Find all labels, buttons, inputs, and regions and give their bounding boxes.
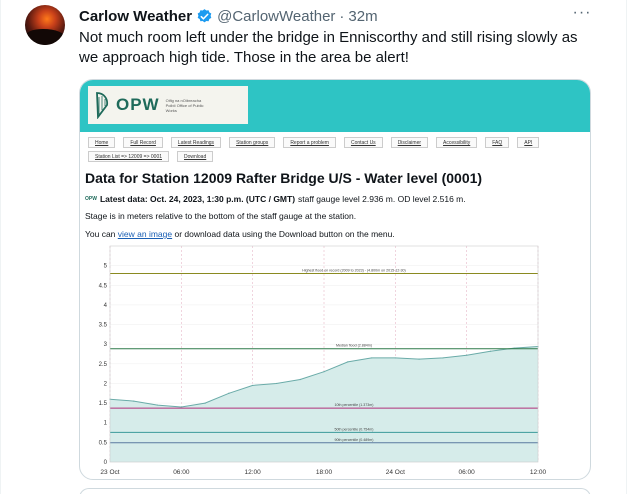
- y-tick-label: 4.5: [99, 283, 108, 289]
- water-level-point: [466, 354, 468, 356]
- latest-data-values: staff gauge level 2.936 m. OD level 2.51…: [298, 194, 466, 204]
- menu-report-problem[interactable]: Report a problem: [283, 137, 336, 148]
- plot-frame: [109, 245, 539, 463]
- x-tick-label: 06:00: [173, 469, 190, 476]
- menu-accessibility[interactable]: Accessibility: [436, 137, 478, 148]
- water-level-point: [228, 392, 230, 394]
- latest-data-label: Latest data: Oct. 24, 2023, 1:30 p.m. (U…: [99, 194, 296, 204]
- water-level-point: [347, 361, 349, 363]
- verified-badge-icon: [197, 8, 212, 22]
- water-level-point: [204, 402, 206, 404]
- water-level-point: [442, 357, 444, 359]
- more-options-icon[interactable]: ···: [572, 4, 592, 21]
- tweet-text: Not much room left under the bridge in E…: [79, 29, 578, 66]
- download-note: You can view an image or download data u…: [85, 229, 395, 239]
- reference-line-label: Median flood (2.884m): [336, 344, 372, 348]
- opw-menu: Home Full Record Latest Readings Station…: [88, 137, 590, 149]
- tweet-header: Carlow Weather @CarlowWeather · 32m: [79, 6, 378, 26]
- water-level-chart: 23 Oct 06:00 12:00 18:00 24 Oct 06:00 12:00 0 0.…: [80, 240, 590, 479]
- download-note-prefix: You can: [85, 229, 118, 239]
- opw-submenu: Station List => 12009 => 0001 Download: [88, 151, 221, 163]
- x-tick-label: 12:00: [530, 469, 547, 476]
- water-level-point: [418, 358, 420, 360]
- y-tick-label: 0.5: [99, 440, 108, 446]
- water-level-point: [180, 406, 182, 408]
- x-tick-label: 24 Oct: [386, 469, 405, 476]
- download-button[interactable]: Download: [177, 151, 214, 162]
- separator-dot: ·: [339, 7, 345, 25]
- water-level-point: [275, 382, 278, 385]
- reference-line-label: 90th percentile (0.489m): [335, 438, 374, 442]
- harp-icon: [96, 92, 109, 119]
- x-tick-label: 18:00: [316, 469, 333, 476]
- view-image-link[interactable]: view an image: [117, 229, 173, 239]
- menu-api[interactable]: API: [517, 137, 540, 148]
- chart-svg: 23 Oct 06:00 12:00 18:00 24 Oct 06:00 12:00 0 0.…: [99, 245, 547, 476]
- breadcrumb[interactable]: Station List => 12009 => 0001: [88, 151, 169, 162]
- x-tick-label: 23 Oct: [100, 469, 119, 476]
- author-name[interactable]: Carlow Weather: [79, 7, 193, 25]
- y-tick-label: 2.5: [99, 362, 108, 368]
- opw-logo-text: OPW: [116, 95, 160, 114]
- menu-faq[interactable]: FAQ: [485, 137, 510, 148]
- avatar[interactable]: [25, 5, 65, 45]
- y-tick-label: 0: [104, 460, 108, 466]
- author-handle[interactable]: @CarlowWeather: [217, 7, 336, 25]
- next-card-edge: [79, 488, 591, 494]
- reference-line-label: Highest flood on record (2009 to 2023) -…: [302, 268, 405, 272]
- menu-station-groups[interactable]: Station groups: [229, 137, 276, 148]
- tweet-time[interactable]: 32m: [348, 7, 378, 25]
- download-note-suffix: or download data using the Download butt…: [172, 229, 395, 239]
- menu-latest-readings[interactable]: Latest Readings: [170, 137, 222, 148]
- water-level-point: [370, 357, 373, 359]
- water-level-area: [110, 346, 538, 462]
- water-level-point: [323, 371, 325, 373]
- y-tick-label: 3: [104, 342, 108, 348]
- menu-disclaimer[interactable]: Disclaimer: [390, 137, 429, 148]
- opw-logo-badge: OPW Oifig na nOibreacha Poiblí Office of…: [88, 86, 248, 124]
- water-level-point: [133, 400, 135, 402]
- x-tick-label: 06:00: [459, 469, 476, 476]
- x-tick-label: 12:00: [245, 469, 262, 476]
- water-level-point: [252, 384, 254, 387]
- y-tick-label: 1.5: [99, 401, 108, 407]
- stage-note: Stage is in meters relative to the botto…: [85, 211, 357, 221]
- menu-contact-us[interactable]: Contact Us: [343, 137, 383, 148]
- y-tick-label: 4: [104, 303, 108, 309]
- opw-subtitle: Oifig na nOibreacha Poiblí Office of Pub…: [165, 97, 204, 113]
- y-tick-label: 1: [104, 421, 108, 427]
- menu-full-record[interactable]: Full Record: [123, 137, 163, 148]
- latest-data-line: OPW Latest data: Oct. 24, 2023, 1:30 p.m…: [85, 194, 466, 204]
- y-tick-label: 3.5: [99, 323, 108, 329]
- water-level-point: [156, 404, 159, 406]
- water-level-point: [489, 350, 492, 352]
- water-level-point: [299, 378, 301, 381]
- tweet-media-image[interactable]: OPW Oifig na nOibreacha Poiblí Office of…: [79, 79, 591, 480]
- water-level-point: [394, 357, 396, 359]
- reference-line-label: 10th percentile (1.373m): [335, 403, 374, 407]
- opw-mini-logo: OPW: [85, 196, 97, 202]
- avatar-silhouette: [25, 29, 65, 45]
- y-tick-label: 2: [104, 381, 108, 387]
- opw-header-bar: OPW Oifig na nOibreacha Poiblí Office of…: [80, 80, 590, 132]
- reference-line-label: 50th percentile (0.754m): [335, 427, 374, 431]
- page-title: Data for Station 12009 Rafter Bridge U/S…: [85, 170, 483, 186]
- y-tick-label: 5: [104, 264, 108, 270]
- menu-home[interactable]: Home: [88, 137, 116, 148]
